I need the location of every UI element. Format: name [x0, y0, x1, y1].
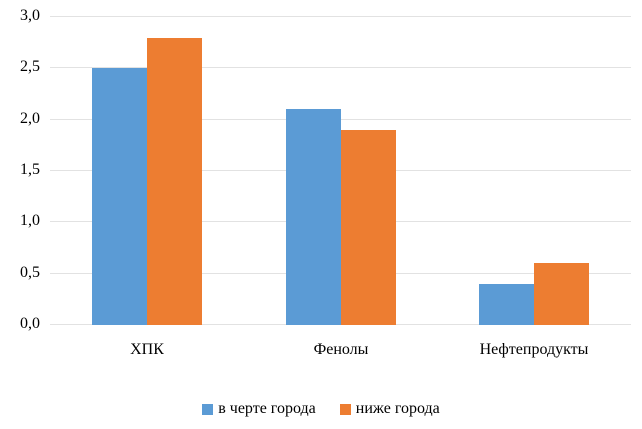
bar-series1-cat1 [92, 68, 147, 325]
bar-series1-cat2 [286, 109, 341, 325]
legend-swatch-icon [339, 403, 351, 415]
legend-label: в черте города [218, 400, 316, 417]
bar-series2-cat3 [534, 263, 589, 325]
gridline [50, 67, 631, 68]
gridline [50, 16, 631, 17]
y-axis-tick-label: 0,5 [20, 264, 40, 281]
y-axis-tick-label: 3,0 [20, 7, 40, 24]
bar-series2-cat1 [147, 38, 202, 325]
y-axis-tick-label: 2,5 [20, 58, 40, 75]
y-axis-tick-label: 0,0 [20, 315, 40, 332]
bar-series2-cat2 [341, 130, 396, 325]
x-axis-category-label: Нефтепродукты [479, 341, 589, 358]
y-axis-tick-label: 2,0 [20, 110, 40, 127]
legend-item: в черте города [202, 400, 316, 418]
legend-label: ниже города [355, 400, 440, 417]
legend: в черте города ниже города [0, 400, 642, 418]
plot-area [50, 0, 631, 325]
bar-series1-cat3 [479, 284, 534, 325]
legend-swatch-icon [202, 403, 214, 415]
legend-item: ниже города [339, 400, 440, 418]
x-axis-category-label: ХПК [130, 341, 164, 358]
y-axis-tick-label: 1,0 [20, 212, 40, 229]
x-axis-category-label: Фенолы [313, 341, 369, 358]
y-axis-tick-label: 1,5 [20, 161, 40, 178]
